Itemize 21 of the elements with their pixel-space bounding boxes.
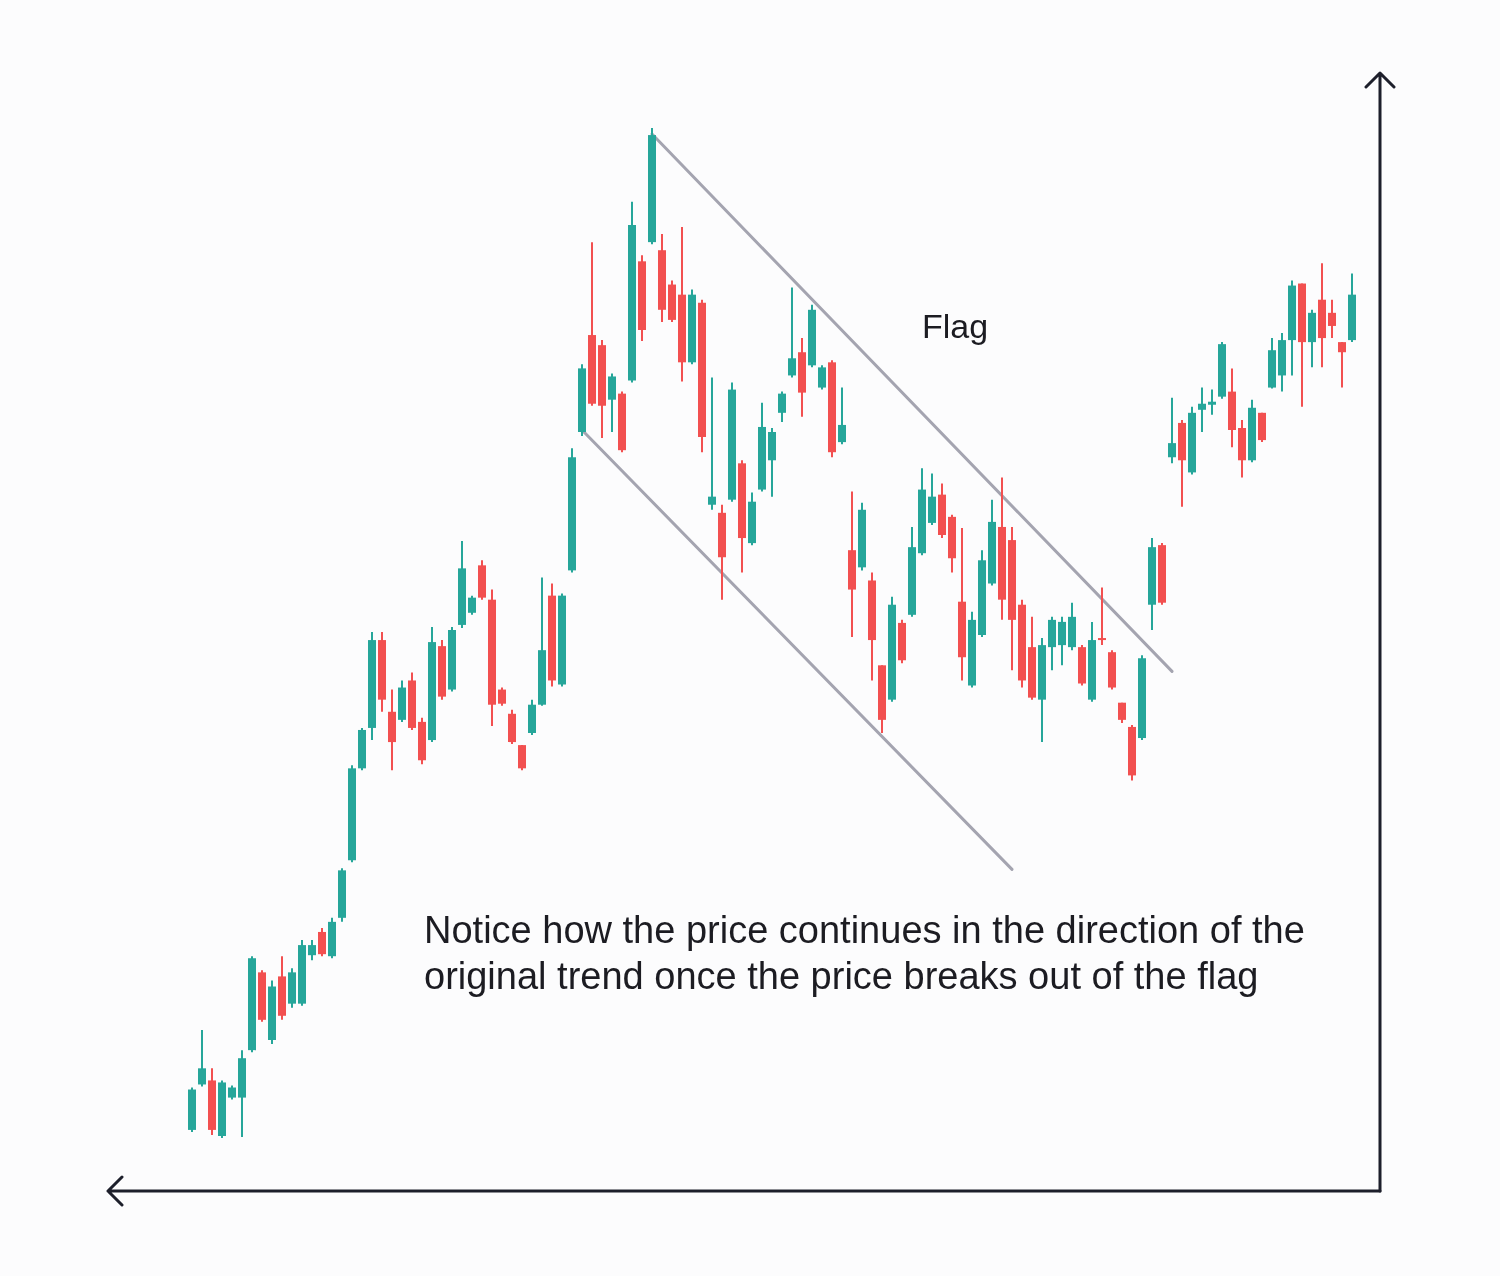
candlestick	[1098, 586, 1106, 647]
candlestick	[198, 1028, 206, 1088]
candlestick	[818, 364, 826, 391]
candlestick	[1208, 388, 1216, 416]
candlestick	[318, 926, 326, 958]
candlestick	[518, 744, 526, 772]
candlestick	[788, 286, 796, 379]
candlestick	[1168, 396, 1176, 465]
candlestick	[1338, 341, 1346, 389]
candlestick	[708, 376, 716, 511]
candlestick	[778, 390, 786, 423]
candlestick	[608, 372, 616, 434]
candlestick	[308, 939, 316, 962]
candlestick	[1328, 298, 1336, 340]
candlestick	[1058, 615, 1066, 667]
annotation: Notice how the price continues in the direction of the original trend once the price breaks out of the flag	[424, 908, 1306, 999]
candlestick	[468, 594, 476, 616]
annotation: Flag	[922, 306, 990, 347]
candlestick	[498, 686, 506, 707]
candlestick	[1198, 386, 1206, 434]
candlestick	[838, 386, 846, 446]
